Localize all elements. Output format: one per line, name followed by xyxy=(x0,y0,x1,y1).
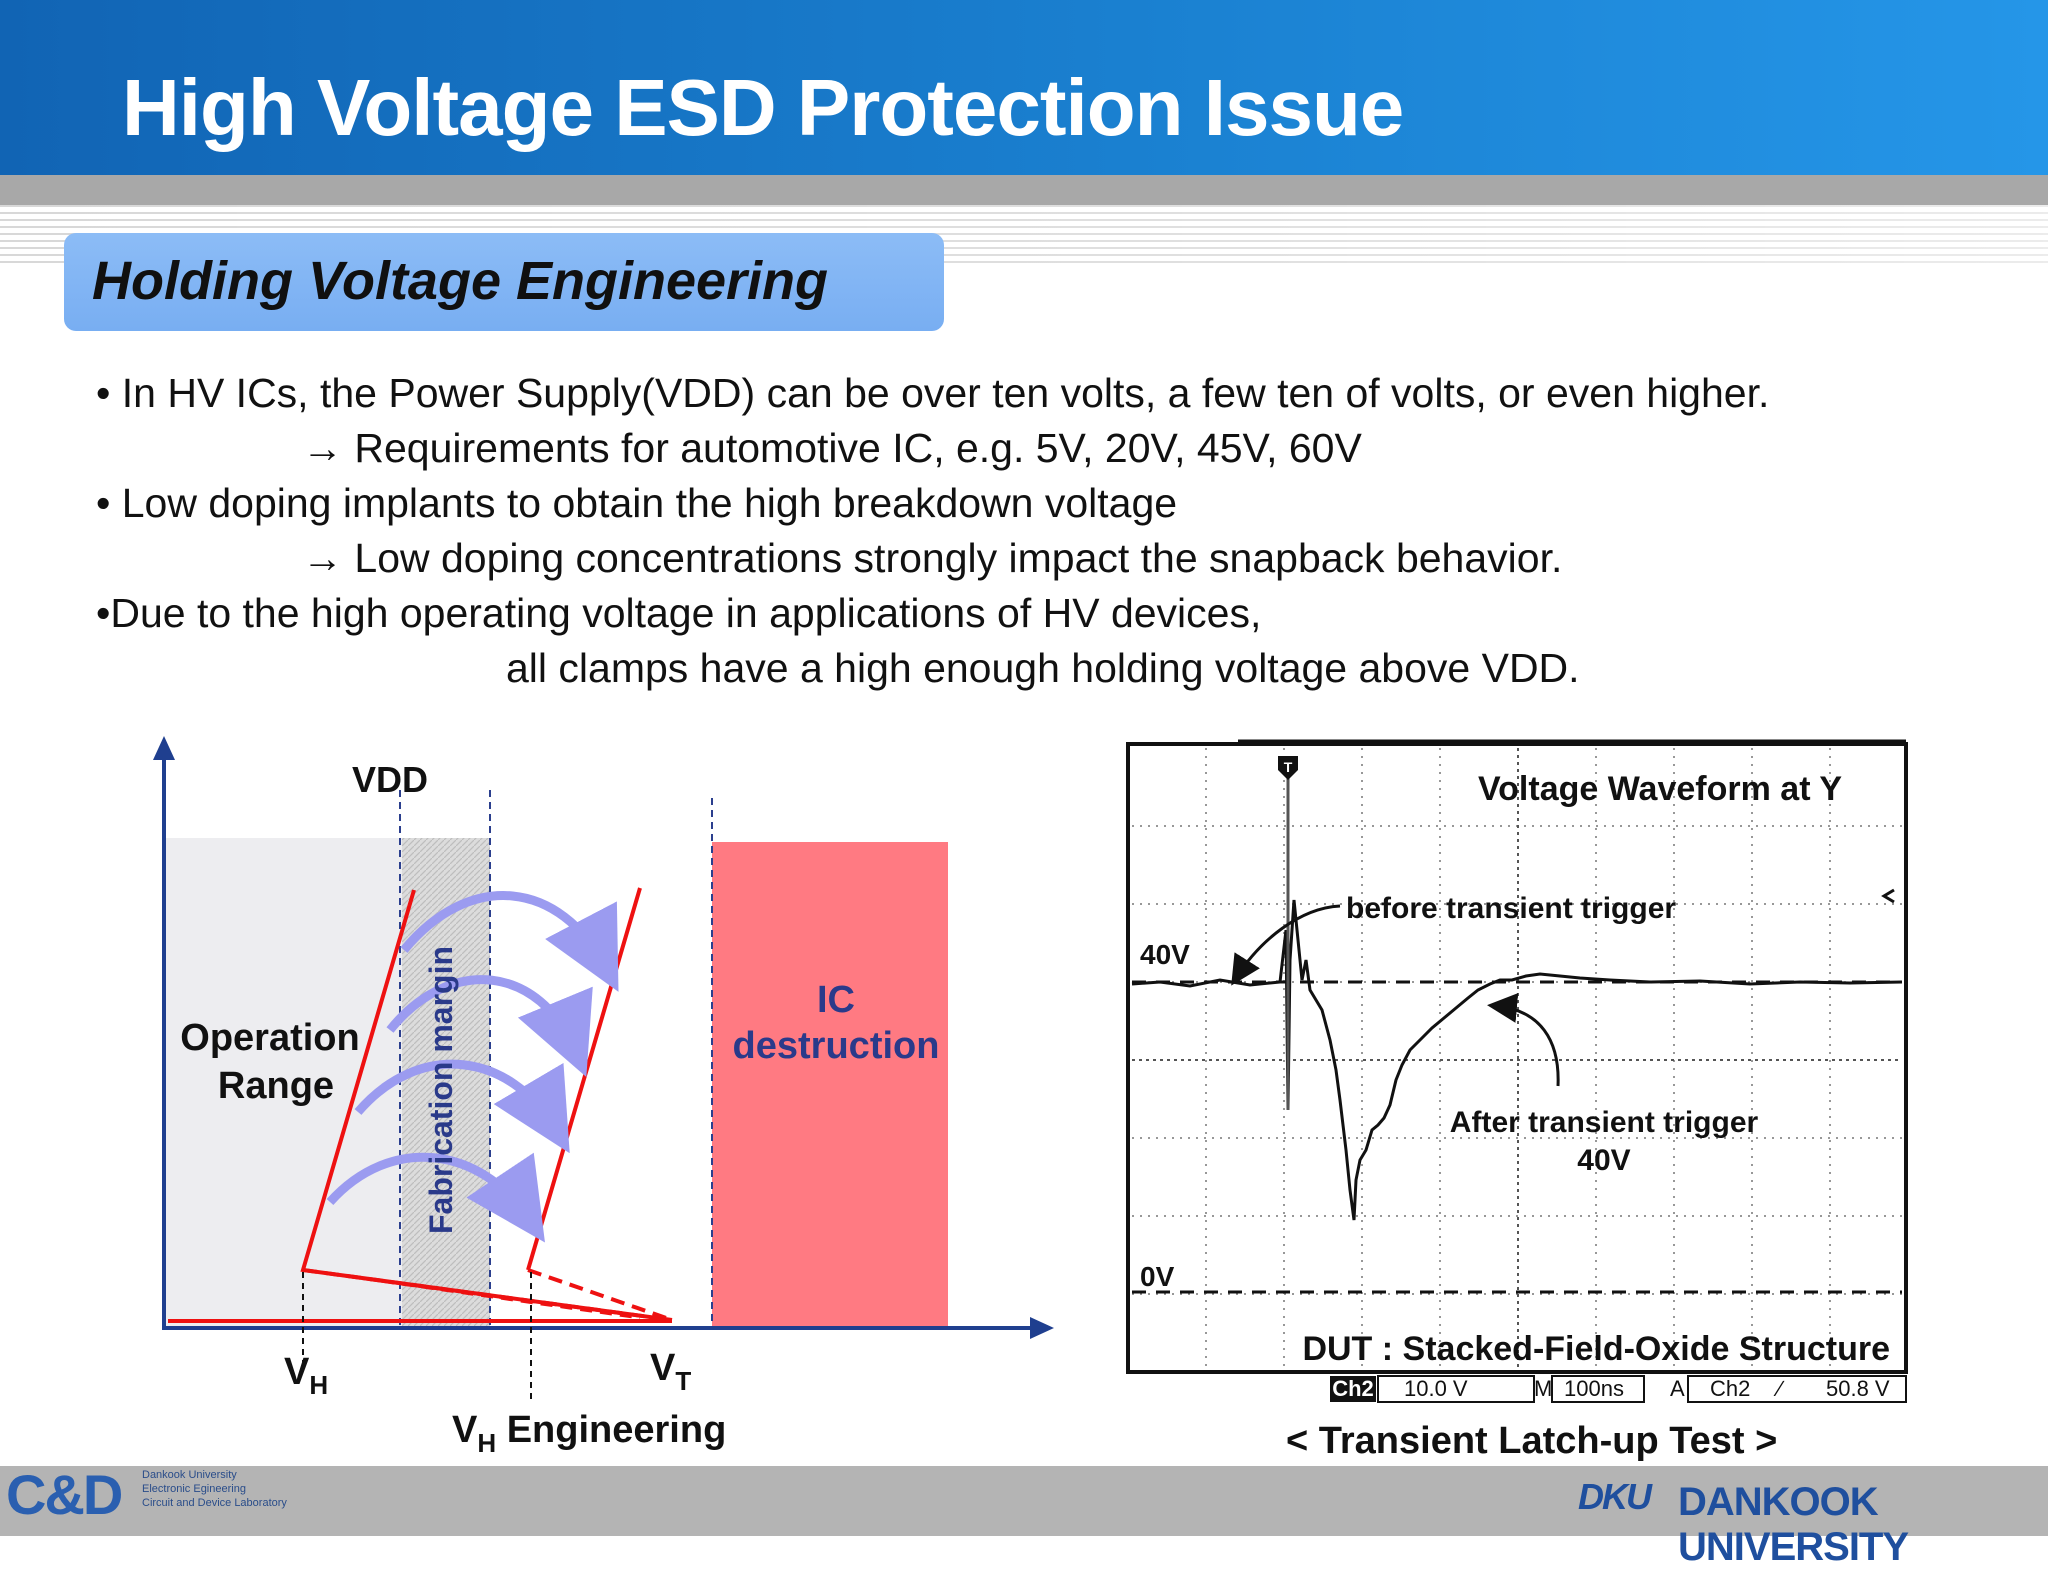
holding-voltage-diagram: VDD Operation Range Fabrication margin I… xyxy=(153,736,1054,1458)
operation-label-2: Range xyxy=(218,1065,334,1107)
before-trigger-label: before transient trigger xyxy=(1346,892,1676,925)
shift-arrow-2 xyxy=(386,975,593,1077)
vdd-label: VDD xyxy=(352,759,428,800)
a-label: A xyxy=(1670,1376,1685,1401)
0v-label: 0V xyxy=(1140,1261,1175,1292)
vt-label: VT xyxy=(650,1347,691,1396)
volt-box xyxy=(1377,1375,1535,1403)
trigger-level-text: 50.8 V xyxy=(1826,1376,1890,1401)
footer-bar xyxy=(0,1466,2048,1536)
oscilloscope-capture: T Voltage Waveform at Y before transient… xyxy=(1126,739,1908,1403)
ic-label-2: destruction xyxy=(733,1025,940,1067)
snap-dash-extra xyxy=(302,1268,641,1320)
lab-info-line-1: Dankook University xyxy=(142,1469,237,1481)
section-title: Holding Voltage Engineering xyxy=(92,251,829,311)
ic-destruction-region xyxy=(712,842,948,1328)
scope-caption: < Transient Latch-up Test > xyxy=(1286,1420,1778,1462)
university-name: DANKOOK UNIVERSITY xyxy=(1678,1480,1909,1569)
iv-curve-engineered xyxy=(526,887,642,1271)
shift-arrow-4 xyxy=(326,1152,545,1243)
cd-lab-logo: C&D xyxy=(6,1463,123,1526)
section-title-box xyxy=(64,233,944,331)
dku-logo: DKU xyxy=(1578,1476,1652,1517)
scope-status-bar: Ch2 10.0 V M 100ns A Ch2 ∕ 50.8 V xyxy=(1330,1375,1907,1403)
trigger-box xyxy=(1687,1375,1907,1403)
trigger-marker xyxy=(1278,756,1298,780)
trigger-marker-letter: T xyxy=(1284,759,1293,775)
ic-label-1: IC xyxy=(817,979,855,1021)
iv-curve-engineered-snap xyxy=(527,1268,673,1322)
vh-label: VH xyxy=(284,1351,328,1400)
bullet-line-4: → Low doping concentrations strongly imp… xyxy=(302,535,1563,581)
time-div-text: 100ns xyxy=(1564,1376,1624,1401)
after-trigger-label-2: 40V xyxy=(1577,1144,1630,1177)
bullet-line-3: • Low doping implants to obtain the high… xyxy=(96,480,1178,526)
lab-info-line-3: Circuit and Device Laboratory xyxy=(142,1497,287,1509)
page-title: High Voltage ESD Protection Issue xyxy=(122,63,1404,152)
m-label: M xyxy=(1534,1376,1552,1401)
bullet-line-5: •Due to the high operating voltage in ap… xyxy=(96,590,1262,636)
header-divider-band xyxy=(0,175,2048,205)
trigger-slope-icon: ∕ xyxy=(1773,1376,1785,1401)
lab-info: Dankook University Electronic Egineering… xyxy=(142,1468,287,1510)
y-axis-arrowhead xyxy=(153,736,175,760)
shift-arrow-1 xyxy=(400,891,619,992)
ch2-badge-text: Ch2 xyxy=(1332,1376,1374,1401)
operation-range-region xyxy=(166,838,402,1328)
before-trigger-arrow xyxy=(1231,904,1341,986)
lab-info-line-2: Electronic Egineering xyxy=(142,1483,246,1495)
after-trigger-label-1: After transient trigger xyxy=(1450,1106,1759,1139)
header-bar xyxy=(0,0,2048,175)
x-axis-arrowhead xyxy=(1030,1317,1054,1339)
bullet-line-6: all clamps have a high enough holding vo… xyxy=(506,645,1580,691)
volt-div-text: 10.0 V xyxy=(1404,1376,1468,1401)
fabrication-margin-label: Fabrication margin xyxy=(423,946,459,1234)
dut-label: DUT : Stacked-Field-Oxide Structure xyxy=(1302,1330,1890,1368)
ch2-badge xyxy=(1330,1376,1376,1402)
bullet-line-1: • In HV ICs, the Power Supply(VDD) can b… xyxy=(96,370,1770,416)
bullet-line-2: → Requirements for automotive IC, e.g. 5… xyxy=(302,425,1362,471)
operation-label-1: Operation xyxy=(180,1017,359,1059)
time-box xyxy=(1551,1375,1645,1403)
scope-title: Voltage Waveform at Y xyxy=(1478,770,1842,808)
fabrication-margin-region xyxy=(402,838,490,1328)
40v-label: 40V xyxy=(1140,939,1190,970)
after-trigger-arrow xyxy=(1487,992,1560,1087)
shift-arrow-3 xyxy=(354,1059,570,1154)
waveform-trace xyxy=(1131,899,1903,1221)
trigger-source-text: Ch2 xyxy=(1710,1376,1750,1401)
trigger-level-marker xyxy=(1881,888,1895,904)
vh-engineering-label: VH Engineering xyxy=(452,1409,726,1458)
